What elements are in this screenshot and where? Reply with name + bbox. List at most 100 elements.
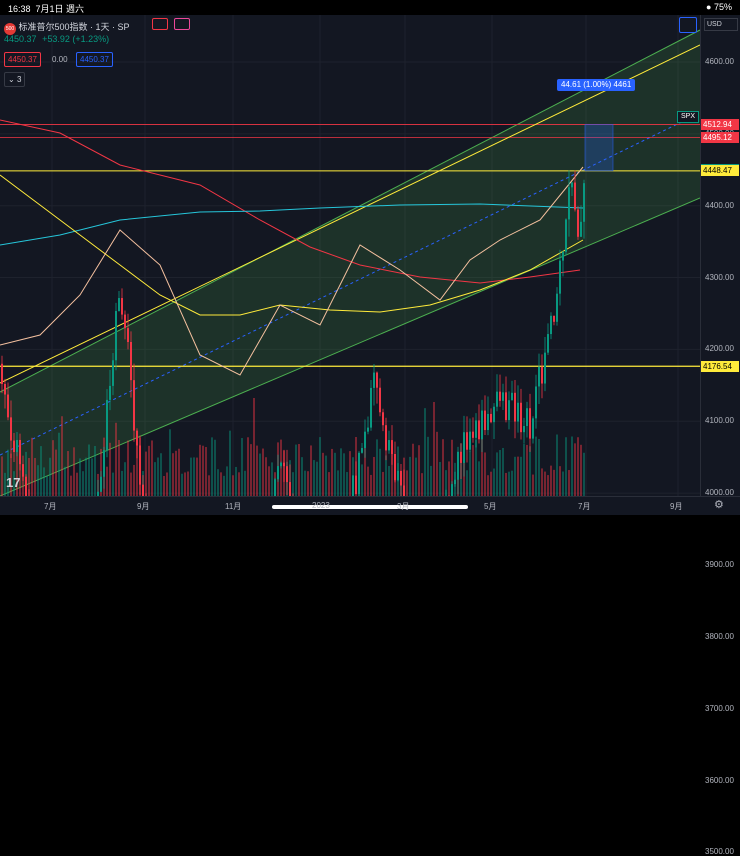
candle-body xyxy=(133,380,135,431)
volume-bar xyxy=(121,470,123,496)
indicators-toggle[interactable]: ⌄ 3 xyxy=(4,72,26,87)
candle-body xyxy=(460,451,462,463)
volume-bar xyxy=(523,444,525,496)
price-tick: 3600.00 xyxy=(705,775,734,785)
volume-bar xyxy=(370,474,372,496)
chart-area[interactable]: 500 标准普尔500指数 · 1天 · SP 4450.37 +53.92 (… xyxy=(0,15,700,496)
volume-bar xyxy=(484,452,486,496)
candle-body xyxy=(457,451,459,480)
volume-bar xyxy=(145,451,147,496)
volume-bar xyxy=(307,471,309,496)
status-right: ● 75% xyxy=(706,2,732,12)
price-label: 4495.12 xyxy=(701,131,739,143)
candle-body xyxy=(97,491,99,496)
candle-body xyxy=(376,372,378,388)
fav-icon[interactable] xyxy=(151,18,168,30)
candle-body xyxy=(25,476,27,496)
volume-bar xyxy=(481,416,483,496)
volume-bar xyxy=(334,452,336,496)
volume-bar xyxy=(379,448,381,496)
settings-gear-icon[interactable]: ⚙ xyxy=(714,499,724,511)
ma-50 xyxy=(0,174,584,316)
volume-bar xyxy=(505,472,507,496)
volume-bar xyxy=(184,472,186,496)
candle-body xyxy=(385,425,387,451)
candle-body xyxy=(517,402,519,422)
volume-bar xyxy=(232,475,234,496)
volume-bar xyxy=(91,458,93,496)
candle-body xyxy=(397,470,399,481)
currency-select[interactable]: USD xyxy=(704,18,738,31)
price-tick: 3700.00 xyxy=(705,703,734,713)
tradingview-logo[interactable]: 17 xyxy=(6,475,21,490)
candle-body xyxy=(475,420,477,438)
price-tick: 4100.00 xyxy=(705,416,734,426)
volume-bar xyxy=(19,454,21,496)
volume-bar xyxy=(466,470,468,496)
candle-body xyxy=(562,251,564,261)
channel-fill xyxy=(0,30,700,496)
candle-body xyxy=(7,394,9,418)
volume-bar xyxy=(265,457,267,496)
volume-bar xyxy=(532,474,534,496)
volume-bar xyxy=(61,416,63,496)
price-chart[interactable] xyxy=(0,15,700,496)
price-change: +53.92 (+1.23%) xyxy=(42,34,110,44)
time-tick: 7月 xyxy=(578,502,591,511)
volume-bar xyxy=(409,456,411,496)
volume-bar xyxy=(418,445,420,496)
volume-bar xyxy=(31,437,33,496)
volume-bar xyxy=(412,443,414,496)
volume-bar xyxy=(229,430,231,496)
price-tick: 4400.00 xyxy=(705,200,734,210)
candle-body xyxy=(109,385,111,400)
price-axis[interactable]: USD 4600.004500.004400.004300.004200.004… xyxy=(679,15,740,856)
volume-bar xyxy=(235,466,237,496)
volume-bar xyxy=(580,444,582,496)
channel-middle xyxy=(0,112,700,456)
volume-bar xyxy=(343,453,345,496)
volume-bar xyxy=(10,453,12,496)
symbol-header[interactable]: 500 标准普尔500指数 · 1天 · SP xyxy=(4,18,191,35)
volume-bar xyxy=(271,462,273,496)
chart-settings-icon[interactable] xyxy=(679,17,697,33)
volume-bar xyxy=(157,457,159,496)
volume-bar xyxy=(112,472,114,496)
volume-bar xyxy=(535,436,537,496)
volume-bar xyxy=(40,446,42,496)
candle-body xyxy=(508,400,510,421)
volume-bar xyxy=(373,456,375,496)
candle-body xyxy=(511,392,513,401)
volume-bar xyxy=(223,475,225,496)
candle-body xyxy=(544,352,546,384)
time-axis[interactable]: ⚙ 7月 9月 11月 2023 3月 5月 7月 9月 xyxy=(0,496,740,515)
candle-body xyxy=(361,448,363,453)
volume-bar xyxy=(331,448,333,496)
volume-bar xyxy=(526,444,528,496)
candle-body xyxy=(394,453,396,481)
candle-body xyxy=(526,408,528,427)
candle-body xyxy=(583,183,585,222)
volume-bar xyxy=(544,471,546,496)
candle-body xyxy=(115,311,117,361)
candle-body xyxy=(136,430,138,446)
volume-bar xyxy=(202,445,204,496)
time-tick: 3月 xyxy=(397,502,410,511)
buy-button[interactable]: 4450.37 xyxy=(76,52,113,67)
status-time-date: 16:38 7月1日 週六 xyxy=(8,2,84,15)
candle-body xyxy=(373,372,375,388)
candle-body xyxy=(100,476,102,492)
volume-bar xyxy=(385,455,387,496)
volume-bar xyxy=(304,470,306,496)
alert-icon[interactable] xyxy=(174,18,191,30)
volume-bar xyxy=(421,473,423,496)
candle-body xyxy=(577,209,579,237)
volume-bar xyxy=(487,475,489,496)
volume-bar xyxy=(226,466,228,496)
candle-body xyxy=(514,392,516,422)
volume-bar xyxy=(469,450,471,496)
candle-body xyxy=(130,342,132,381)
sell-button[interactable]: 4450.37 xyxy=(4,52,41,67)
volume-bar xyxy=(241,438,243,496)
volume-bar xyxy=(1,456,3,496)
